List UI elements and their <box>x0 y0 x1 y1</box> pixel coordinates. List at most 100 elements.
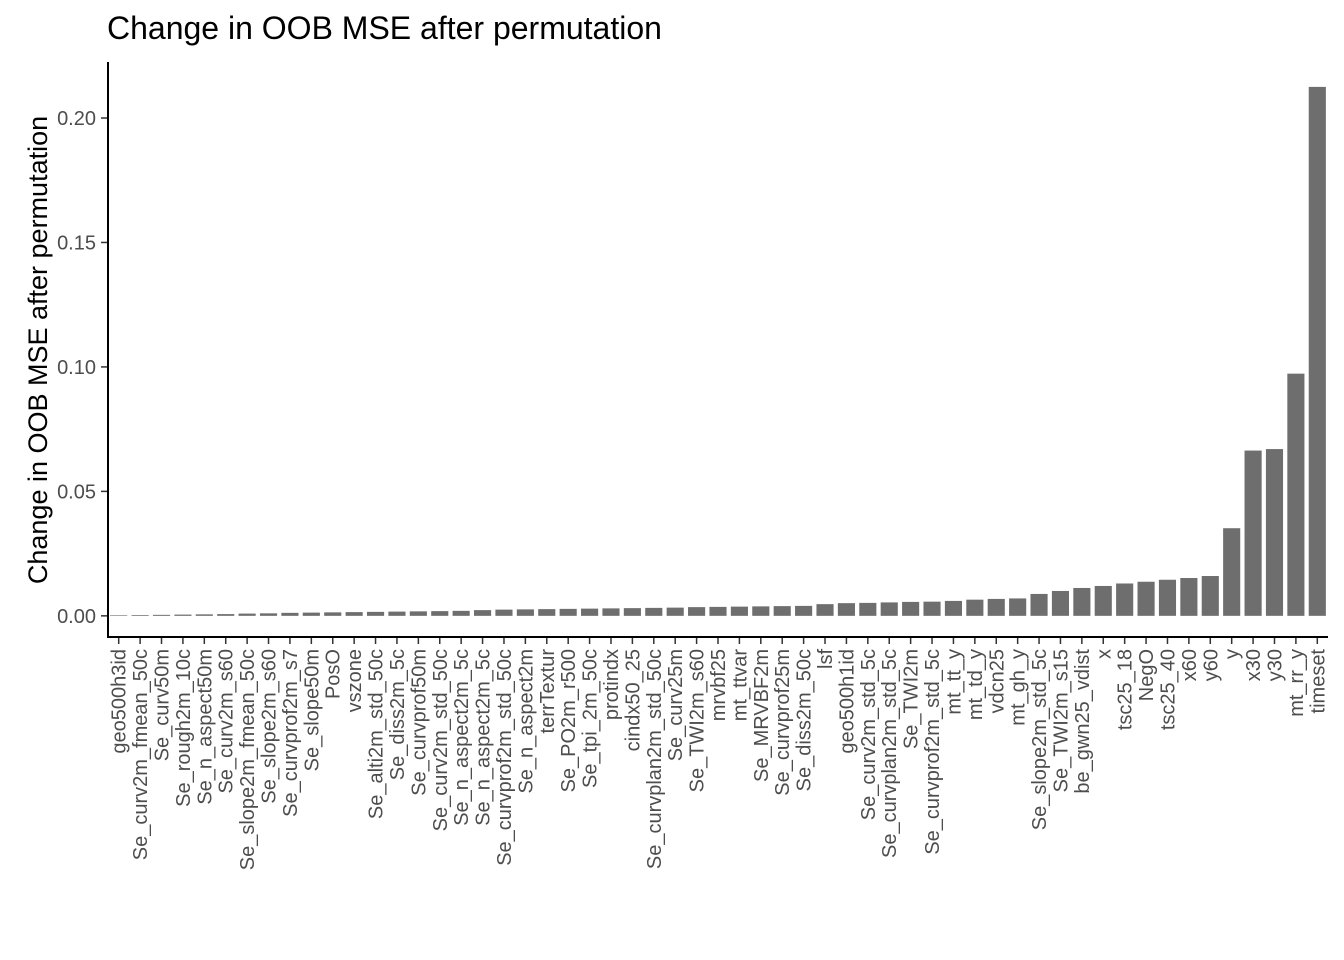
x-tick-label: vdcn25 <box>986 649 1008 714</box>
x-tick-label: Se_tpi_2m_50c <box>580 649 602 788</box>
bar-12 <box>366 611 385 616</box>
x-tick-label: Se_slope50m <box>301 649 323 771</box>
y-tick-label: 0.20 <box>57 108 96 130</box>
x-tick-label: Se_MRVBF2m <box>751 649 773 782</box>
x-tick-label: Se_curv2m_s60 <box>216 649 238 794</box>
bar-47 <box>1116 583 1134 616</box>
bar-14 <box>409 611 427 616</box>
x-tick-label: timeset <box>1307 649 1329 714</box>
bar-24 <box>623 608 641 616</box>
bar-45 <box>1073 587 1091 616</box>
bar-17 <box>474 610 492 616</box>
x-tick-label: Se_curvplan2m_std_50c <box>644 649 666 869</box>
x-tick-label: mt_td_y <box>965 649 987 720</box>
x-tick-label: be_gwn25_vdist <box>1072 649 1094 794</box>
x-tick-label: mt_ttvar <box>729 649 751 722</box>
bar-11 <box>345 612 363 616</box>
x-tick-label: Se_slope2m_s60 <box>259 649 281 804</box>
x-tick-label: mt_rr_y <box>1286 649 1308 717</box>
x-tick-label: Se_curvprof25m <box>772 649 794 796</box>
x-tick-label: y60 <box>1200 649 1222 681</box>
bar-21 <box>559 608 577 616</box>
x-tick-label: Se_diss2m_50c <box>794 649 816 791</box>
bar-13 <box>388 611 406 616</box>
y-axis-ticks: 0.00 0.05 0.10 0.15 0.20 <box>57 108 108 628</box>
bar-5 <box>217 614 235 616</box>
y-tick-label: 0.00 <box>57 606 96 628</box>
x-tick-label: Se_n_aspect2m <box>515 649 537 794</box>
y-tick-label: 0.10 <box>57 357 96 379</box>
bar-41 <box>987 598 1005 616</box>
bar-25 <box>645 607 663 616</box>
bar-1 <box>131 615 149 616</box>
bar-27 <box>688 607 706 616</box>
bar-8 <box>281 612 299 616</box>
x-tick-label: y <box>1222 649 1244 659</box>
x-tick-label: Se_TWI2m_s15 <box>1050 649 1072 792</box>
x-tick-label: Se_slope2m_fmean_50c <box>237 649 259 870</box>
x-tick-label: y30 <box>1264 649 1286 681</box>
chart-title: Change in OOB MSE after permutation <box>107 10 662 46</box>
bar-28 <box>709 606 727 616</box>
bar-35 <box>859 602 877 616</box>
bar-31 <box>773 606 791 616</box>
x-tick-label: x60 <box>1179 649 1201 681</box>
x-tick-label: Se_diss2m_5c <box>387 649 409 780</box>
x-tick-label: Se_alti2m_std_50c <box>366 649 388 819</box>
x-tick-label: Se_TWI2m_s60 <box>687 649 709 792</box>
bar-52 <box>1223 528 1241 616</box>
x-tick-label: mt_gh_y <box>1008 649 1030 726</box>
x-tick-label: geo500h1id <box>836 649 858 754</box>
bar-40 <box>966 599 984 616</box>
x-tick-label: Se_curv50m <box>152 649 174 761</box>
bar-32 <box>795 605 813 616</box>
bars-group <box>110 86 1326 616</box>
y-tick-label: 0.05 <box>57 481 96 503</box>
x-tick-label: x <box>1093 649 1115 659</box>
bar-36 <box>880 602 898 616</box>
bar-56 <box>1308 86 1326 616</box>
bar-43 <box>1030 593 1048 616</box>
x-tick-label: mrvbf25 <box>708 649 730 721</box>
bar-42 <box>1009 598 1027 616</box>
x-tick-label: Se_PO2m_r500 <box>558 649 580 792</box>
bar-16 <box>452 610 470 616</box>
bar-2 <box>152 614 171 616</box>
x-tick-label: cindx50_25 <box>622 649 644 751</box>
bar-50 <box>1180 578 1198 616</box>
x-tick-label: Se_curv2m_std_5c <box>858 649 880 820</box>
x-tick-label: Se_curvprof50m <box>408 649 430 796</box>
x-tick-label: PosO <box>323 649 345 699</box>
bar-30 <box>752 606 770 616</box>
x-tick-label: terrTextur <box>537 649 559 734</box>
bar-48 <box>1137 581 1155 616</box>
bar-18 <box>495 609 513 616</box>
bar-20 <box>538 609 556 616</box>
bar-34 <box>837 603 855 616</box>
bar-26 <box>666 607 684 616</box>
x-tick-label: tsc25_40 <box>1157 649 1179 730</box>
x-tick-label: Se_TWI2m <box>901 649 923 749</box>
bar-49 <box>1158 579 1177 616</box>
bar-19 <box>516 609 534 616</box>
bar-54 <box>1265 449 1284 616</box>
bar-39 <box>944 600 962 616</box>
bar-44 <box>1051 590 1070 616</box>
bar-53 <box>1244 450 1262 616</box>
bar-10 <box>324 612 342 616</box>
bar-9 <box>302 612 320 616</box>
x-tick-label: Se_n_aspect2m_5c <box>451 649 473 826</box>
bar-23 <box>602 608 620 616</box>
bar-29 <box>730 606 748 616</box>
bar-4 <box>195 614 213 616</box>
bar-6 <box>238 613 256 616</box>
x-tick-label: x30 <box>1243 649 1265 681</box>
bar-3 <box>174 614 192 616</box>
bar-33 <box>816 604 834 616</box>
bar-51 <box>1201 576 1219 616</box>
x-tick-label: tsc25_18 <box>1115 649 1137 730</box>
x-tick-label: Se_curv2m_std_50c <box>430 649 452 831</box>
bar-22 <box>581 608 599 616</box>
bar-38 <box>923 601 941 616</box>
bar-0 <box>110 615 128 616</box>
